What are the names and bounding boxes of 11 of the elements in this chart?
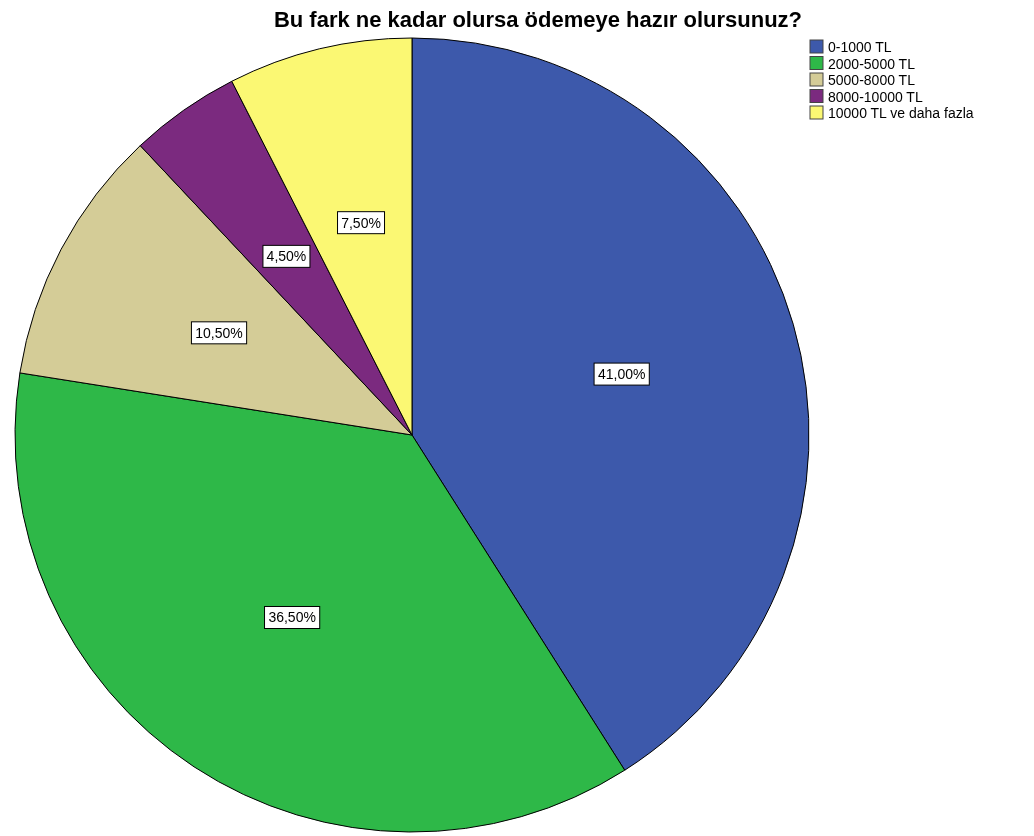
- chart-title: Bu fark ne kadar olursa ödemeye hazır olursunuz?: [273, 7, 803, 32]
- data-label: 10,50%: [195, 324, 243, 341]
- data-label: 36,50%: [268, 609, 316, 626]
- data-label: 4,50%: [266, 248, 307, 265]
- legend-label: 10000 TL ve daha fazla: [828, 105, 974, 121]
- data-label: 7,50%: [341, 214, 381, 231]
- legend-label: 2000-5000 TL: [828, 55, 916, 72]
- legend-label: 8000-10000 TL: [828, 88, 923, 105]
- data-label: 41,00%: [597, 366, 646, 383]
- legend-label: 0-1000 TL: [828, 39, 892, 55]
- legend-label: 5000-8000 TL: [828, 72, 916, 88]
